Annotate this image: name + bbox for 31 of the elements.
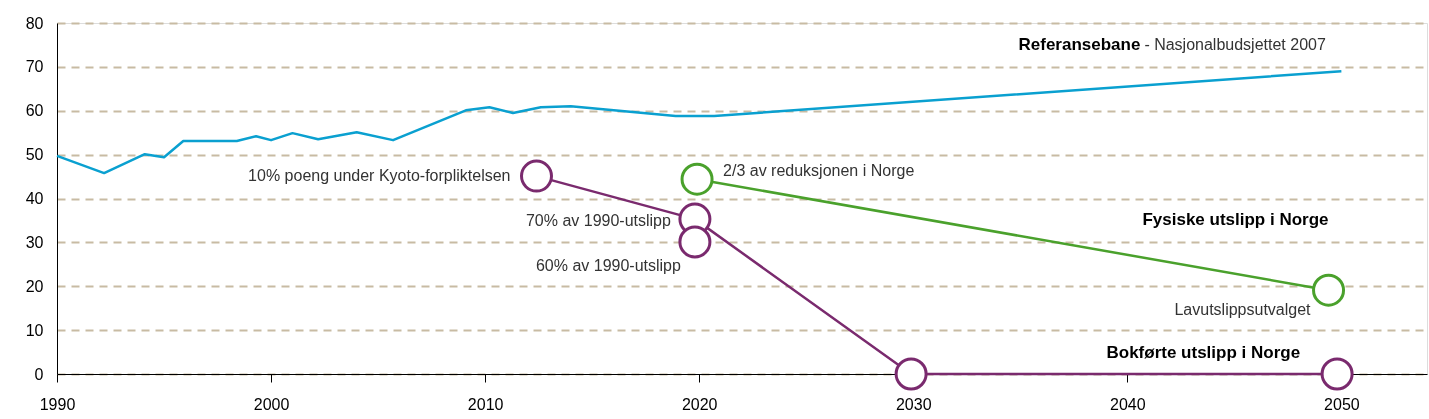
y-tick-label: 20 [25,277,44,295]
point [678,225,712,259]
x-tick-label: 2000 [253,395,290,413]
y-tick-label: 80 [25,14,44,32]
annotation: 60% av 1990-utslipp [535,256,682,274]
x-tick-label: 2030 [895,395,932,413]
x-tick-label: 2010 [467,395,504,413]
y-tick-label: 70 [25,58,44,76]
point [520,159,553,193]
series-label: Referansebane [1018,35,1141,55]
y-tick-label: 0 [34,365,44,383]
y-tick-label: 40 [25,190,44,207]
x-tick-label: 2020 [681,395,718,413]
series-label: Fysiske utslipp i Norge [1142,210,1329,230]
point [1312,273,1346,307]
y-tick-label: 50 [25,146,44,164]
y-tick-label: 10 [25,321,44,339]
x-tick-label: 2050 [1324,395,1360,413]
y-tick-label: 30 [25,233,44,251]
annotation: - Nasjonalbudsjettet 2007 [1144,36,1326,54]
y-tick-label: 60 [25,102,44,120]
annotation: 2/3 av reduksjonen i Norge [723,162,915,180]
annotation: 10% poeng under Kyoto-forpliktelsen [248,167,511,185]
annotation: Lavutslippsutvalget [1174,301,1312,319]
series-label: Bokførte utslipp i Norge [1106,343,1301,362]
point [680,162,714,196]
annotation: 70% av 1990-utslipp [525,212,672,230]
x-tick-label: 1990 [39,395,76,413]
point [1320,357,1354,391]
point [894,357,928,391]
x-tick-label: 2040 [1110,395,1146,413]
